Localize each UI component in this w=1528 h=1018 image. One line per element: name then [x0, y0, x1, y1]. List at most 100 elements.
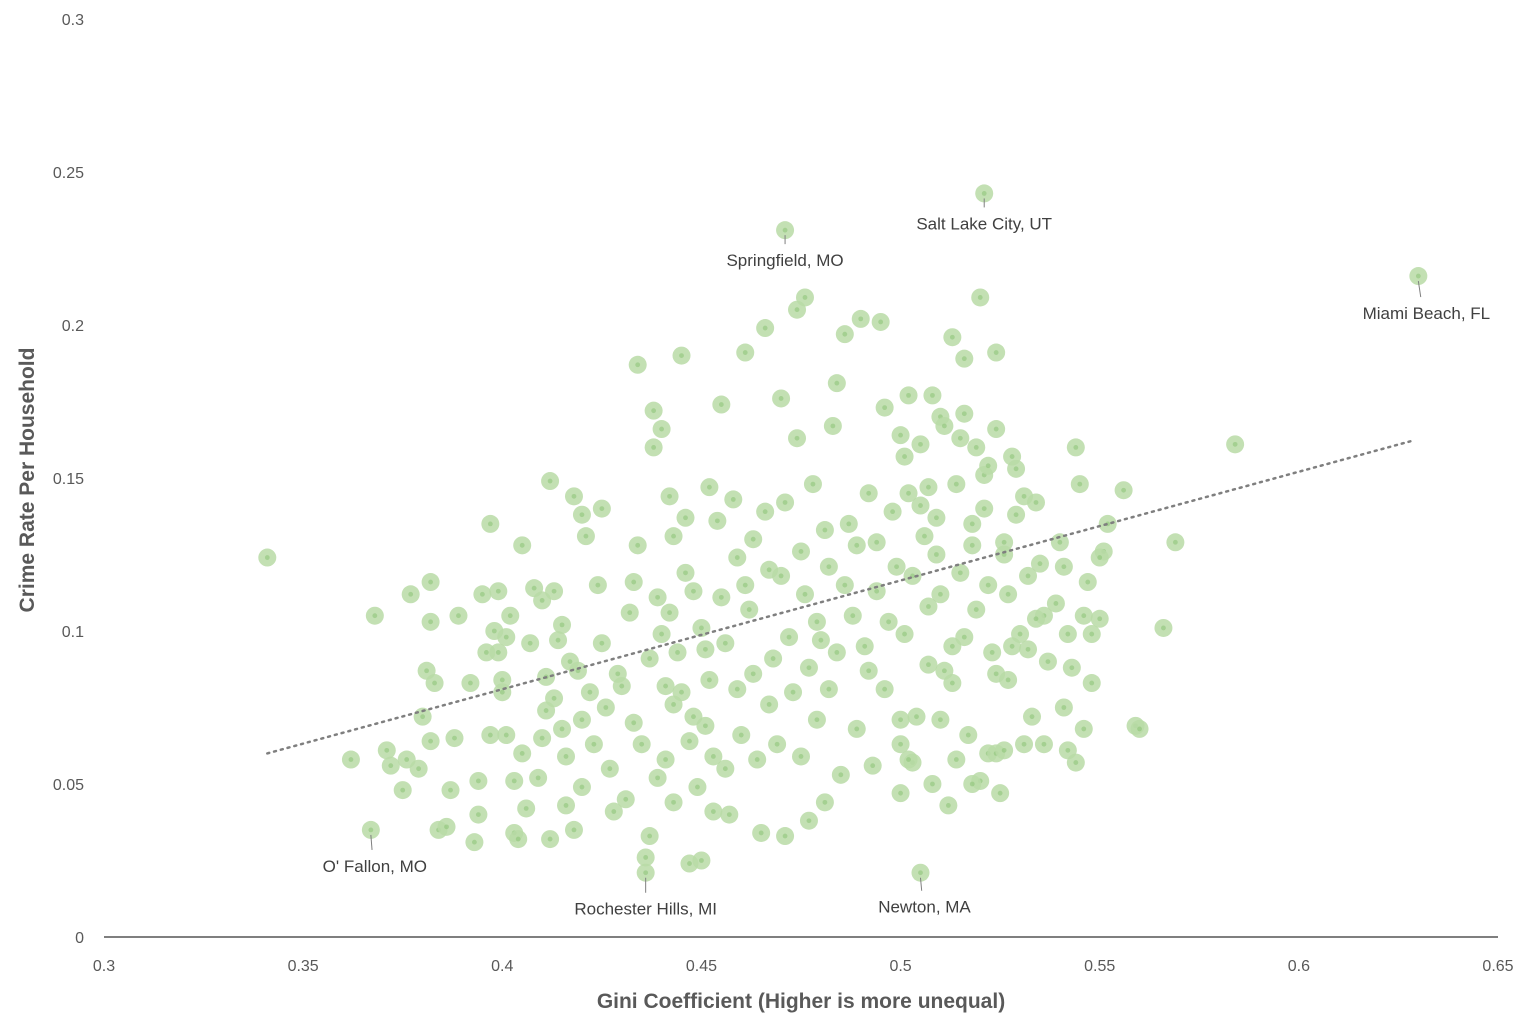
annotation-leader-line: [919, 877, 923, 891]
data-point: [568, 661, 587, 680]
data-point: [704, 802, 723, 821]
data-point: [764, 649, 783, 668]
data-point: [381, 756, 400, 775]
data-point: [784, 683, 803, 702]
data-point: [736, 343, 755, 362]
data-point: [1166, 533, 1185, 552]
data-point: [999, 670, 1018, 689]
annotated-data-point: [636, 863, 655, 882]
data-point: [712, 588, 731, 607]
data-point: [955, 349, 974, 368]
data-point: [899, 386, 918, 405]
data-point: [891, 784, 910, 803]
data-point: [445, 729, 464, 748]
annotated-data-point: [975, 184, 994, 203]
data-point: [696, 640, 715, 659]
data-point: [688, 778, 707, 797]
data-point: [807, 612, 826, 631]
data-point: [823, 416, 842, 435]
data-point: [545, 689, 564, 708]
data-point: [748, 750, 767, 769]
data-point: [987, 343, 1006, 362]
data-point: [553, 719, 572, 738]
data-point: [656, 677, 675, 696]
data-point: [572, 710, 591, 729]
x-tick-label: 0.65: [1482, 958, 1513, 975]
y-tick-label: 0.1: [62, 624, 84, 641]
data-point: [1082, 625, 1101, 644]
data-point: [943, 328, 962, 347]
data-point: [819, 680, 838, 699]
data-point: [955, 404, 974, 423]
data-point: [919, 597, 938, 616]
y-tick-label: 0.05: [53, 777, 84, 794]
data-point: [624, 713, 643, 732]
data-point: [939, 796, 958, 815]
data-point: [995, 533, 1014, 552]
data-point: [1034, 735, 1053, 754]
data-point: [612, 677, 631, 696]
data-point: [999, 585, 1018, 604]
data-point: [995, 741, 1014, 760]
data-point: [919, 478, 938, 497]
data-point: [1019, 640, 1038, 659]
data-point: [377, 741, 396, 760]
data-point: [991, 784, 1010, 803]
data-point: [580, 683, 599, 702]
data-point: [915, 527, 934, 546]
annotated-data-point: [361, 820, 380, 839]
data-point: [971, 288, 990, 307]
data-point: [1030, 554, 1049, 573]
data-point: [1038, 652, 1057, 671]
data-point: [815, 793, 834, 812]
data-point: [780, 628, 799, 647]
data-point: [572, 505, 591, 524]
data-point: [696, 716, 715, 735]
data-point: [421, 573, 440, 592]
data-point: [803, 475, 822, 494]
data-point: [421, 732, 440, 751]
data-point: [700, 478, 719, 497]
x-axis-title: Gini Coefficient (Higher is more unequal…: [597, 990, 1005, 1013]
annotated-data-point: [911, 863, 930, 882]
data-point: [811, 631, 830, 650]
data-point: [959, 726, 978, 745]
data-point: [807, 710, 826, 729]
data-point: [979, 576, 998, 595]
data-point: [963, 514, 982, 533]
data-point: [1007, 505, 1026, 524]
data-point: [668, 643, 687, 662]
data-point: [1023, 707, 1042, 726]
data-point: [1054, 698, 1073, 717]
data-point: [660, 603, 679, 622]
data-point: [1058, 625, 1077, 644]
data-point: [533, 729, 552, 748]
data-point: [795, 585, 814, 604]
data-point: [903, 566, 922, 585]
data-point: [1046, 594, 1065, 613]
data-point: [712, 395, 731, 414]
data-point: [955, 628, 974, 647]
data-point: [616, 790, 635, 809]
data-point: [871, 312, 890, 331]
data-point: [258, 548, 277, 567]
data-point: [660, 487, 679, 506]
data-point: [851, 309, 870, 328]
data-point: [628, 355, 647, 374]
data-point: [557, 747, 576, 766]
data-point: [1114, 481, 1133, 500]
data-point: [899, 750, 918, 769]
annotation-leader-line: [1417, 280, 1422, 298]
data-point: [947, 750, 966, 769]
x-tick-label: 0.35: [288, 958, 319, 975]
data-point: [409, 759, 428, 778]
data-point: [588, 576, 607, 595]
annotation-label: Springfield, MO: [726, 251, 843, 270]
data-point: [656, 750, 675, 769]
data-point: [744, 664, 763, 683]
data-point: [469, 771, 488, 790]
data-point: [967, 438, 986, 457]
y-tick-label: 0.15: [53, 471, 84, 488]
data-point: [827, 374, 846, 393]
data-point: [636, 848, 655, 867]
